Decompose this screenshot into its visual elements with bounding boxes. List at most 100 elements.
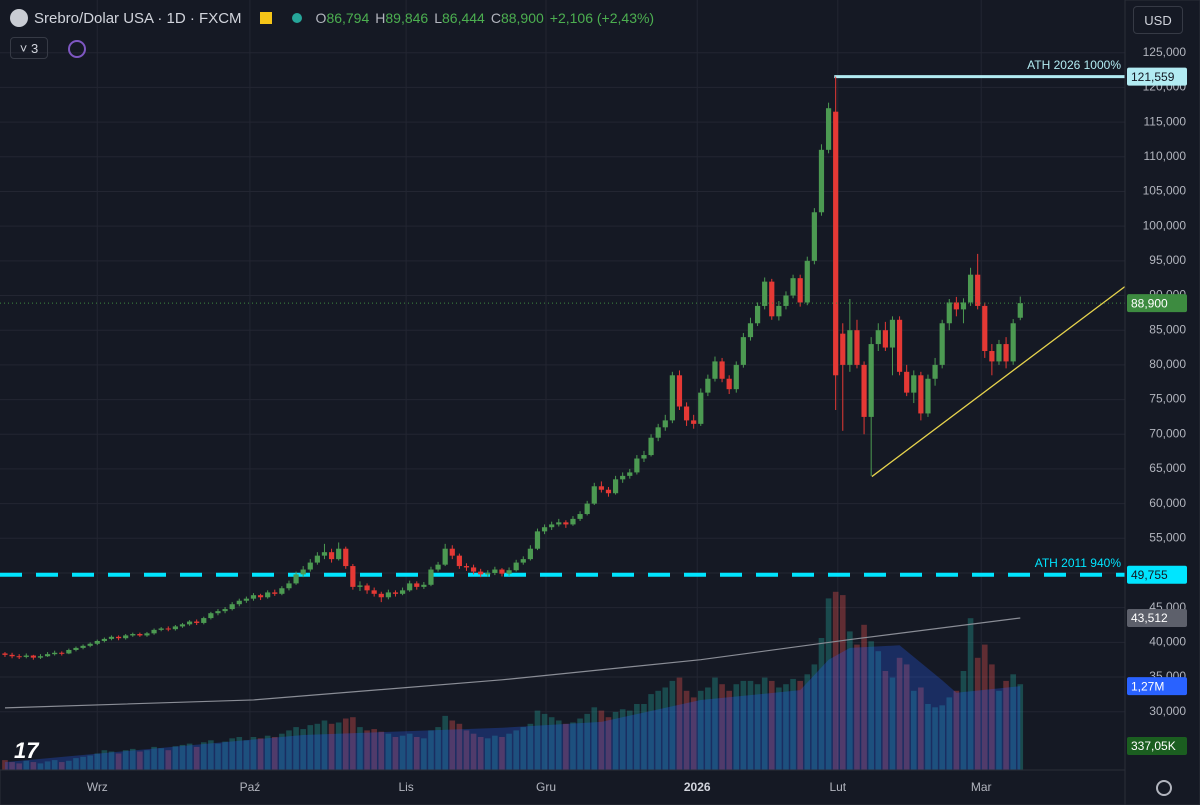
candle-body [115,636,122,639]
candle-body [101,638,107,641]
volume-bar [875,651,882,770]
candle-body [967,274,974,303]
price-ma [4,617,1021,709]
candle-body [442,548,448,565]
volume-bar [222,741,228,770]
candle-body [939,323,945,365]
volume-bar [974,657,981,770]
volume-bar [30,762,37,770]
candle-body [882,330,888,348]
x-tick-label: Lut [829,780,846,794]
candle-body [605,489,612,494]
candle-body [719,361,725,379]
candle-body [975,274,981,306]
symbol[interactable]: Srebro/Dolar USA · 1D · FXCM [34,9,242,27]
y-tick-label: 60,000 [1149,496,1186,510]
volume-bar [51,760,58,770]
candle-body [485,572,491,575]
volume-bar [690,697,697,770]
volume-bar [66,760,72,770]
volume-bar [648,694,654,770]
volume-bar [534,710,541,770]
y-tick-label: 30,000 [1149,704,1186,718]
level-annotation: ATH 2026 1000% [1027,58,1121,72]
volume-bar [357,727,363,770]
candle-body [492,569,498,573]
candle-body [293,574,299,584]
candle-body [598,486,604,490]
volume-bar [641,704,647,770]
candle-body [911,375,917,393]
candle-body [371,590,377,594]
volume-bar [683,690,690,770]
y-tick-label: 110,000 [1144,149,1187,163]
volume-bar [129,748,136,770]
candle-body [201,618,207,623]
volume-bar [619,709,626,770]
volume-bar [506,733,512,770]
volume-bar [939,705,945,770]
volume-bar [300,729,306,770]
volume-bar [946,697,953,770]
candle-body [80,645,86,648]
candle-body [478,571,484,575]
candle-body [385,592,391,598]
sync-icon[interactable] [68,40,86,58]
candle-body [556,522,562,525]
volume-bar [492,735,498,770]
settings-icon[interactable] [1156,780,1172,796]
candle-body [506,570,512,574]
candle-body [776,305,782,317]
candle-body [747,323,754,338]
candle-body [549,524,555,528]
candle-body [186,621,193,625]
o-value: 86,794 [326,10,370,26]
volume-bar [847,631,853,770]
volume-bar [903,664,910,770]
volume-bar [861,624,867,770]
y-tick-label: 95,000 [1149,253,1186,267]
volume-bar [399,735,406,770]
price-axis [1124,0,1200,805]
volume-bar [321,720,328,770]
candle-body [513,562,519,571]
volume-bar [634,704,640,770]
candle-body [2,653,8,655]
candle-body [996,344,1002,362]
level-tag-bg [1127,67,1187,86]
candle-body [655,427,661,438]
candle-body [577,514,583,519]
candle-body [982,305,988,352]
volume-bar [151,746,157,770]
volume-bar [804,674,811,770]
currency-button[interactable]: USD [1133,6,1183,34]
volume-bar [215,743,221,770]
volume-bar [783,684,789,770]
candle-body [563,522,569,525]
flag[interactable] [259,12,272,24]
candle-body [165,628,171,630]
price-tag-bg [1127,294,1187,313]
indicators-toggle[interactable]: ˅ 3 [10,37,48,59]
candle-body [1017,303,1023,318]
candle-body [343,548,349,567]
candle-body [925,378,931,414]
x-tick-label: Mar [971,780,992,794]
volume-bar [570,722,576,770]
volume-bar [378,731,385,770]
volume-bar [101,750,108,770]
candle-body [158,628,164,630]
volume-bar [626,710,633,770]
candle-body [669,375,675,421]
candle-body [66,649,72,654]
y-tick-label: 105,000 [1143,184,1187,198]
volume-bar [740,680,747,770]
level-annotation: ATH 2011 940% [1035,556,1122,570]
l-key: L [434,10,443,26]
volume-bar [726,690,732,770]
y-tick-label: 80,000 [1149,357,1186,371]
candle-body [73,647,79,650]
volume-tag-bg [1127,737,1187,755]
candle-body [868,344,874,417]
volume-bar [733,684,740,770]
